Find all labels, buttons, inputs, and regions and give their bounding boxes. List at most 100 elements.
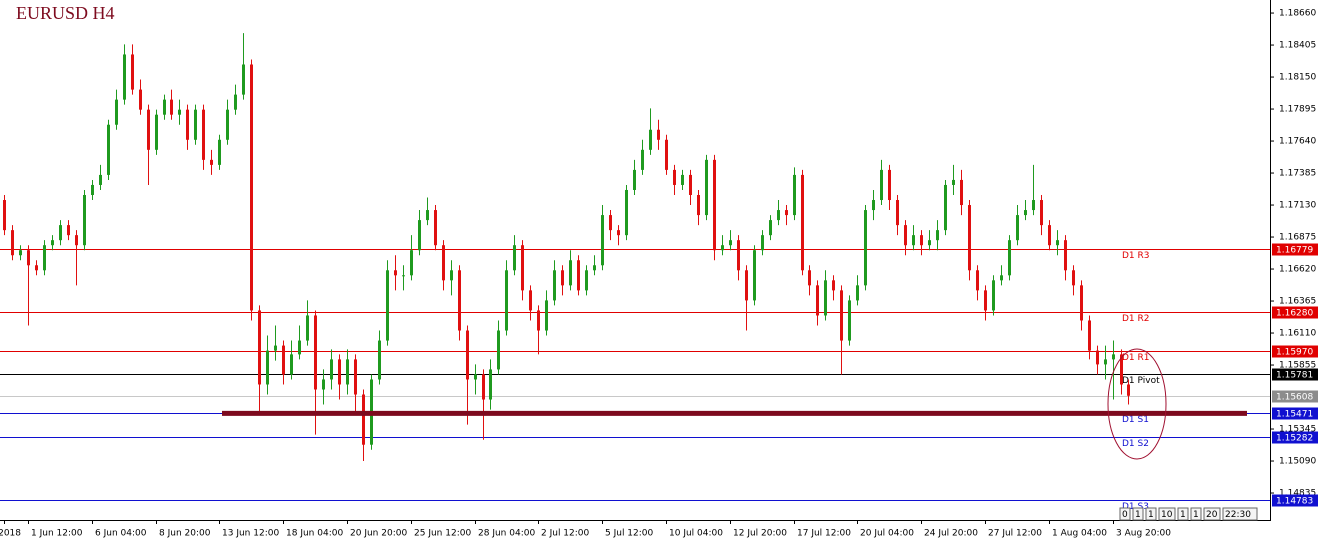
candle-body — [880, 169, 883, 201]
candle-body — [801, 174, 804, 271]
candle-body — [513, 245, 516, 271]
candle-body — [697, 195, 700, 216]
candle-body — [569, 260, 572, 286]
candle-body — [593, 265, 596, 271]
candle-body — [537, 310, 540, 331]
candle-body — [952, 179, 955, 185]
candle-body — [904, 225, 907, 246]
candle-body — [641, 149, 644, 170]
level-price-box — [1272, 306, 1318, 319]
toolbar-button-label: 22:30 — [1225, 510, 1251, 520]
level-price-box — [1272, 345, 1318, 358]
candle-body — [1064, 240, 1067, 271]
candle-body — [553, 270, 556, 301]
candle-body — [984, 290, 987, 311]
candle-body — [968, 205, 971, 271]
candle-body — [489, 369, 492, 400]
x-tick-label: 25 Jun 12:00 — [414, 529, 471, 539]
candle-body — [482, 374, 485, 400]
candle-body — [1112, 354, 1115, 360]
candle-body — [824, 280, 827, 316]
candle-body — [840, 290, 843, 341]
candle-body — [250, 64, 253, 311]
level-price-label: 1.15471 — [1276, 410, 1313, 420]
x-tick-label: 10 Jul 04:00 — [669, 529, 723, 539]
y-tick-label: 1.18660 — [1279, 9, 1316, 19]
y-tick-label: 1.15090 — [1279, 457, 1316, 467]
y-tick-label: 1.17385 — [1279, 169, 1316, 179]
candle-body — [864, 210, 867, 286]
x-tick-label: 20 Jul 04:00 — [860, 529, 914, 539]
candle-body — [306, 315, 309, 341]
x-tick-label: 12 Jul 20:00 — [733, 529, 787, 539]
x-tick-label: 1 Jun 12:00 — [31, 529, 83, 539]
candle-body — [178, 109, 181, 115]
toolbar-button — [1132, 507, 1144, 521]
toolbar-button — [1203, 507, 1221, 521]
candle-body — [521, 245, 524, 291]
toolbar-button-label: 1 — [1193, 510, 1199, 520]
candle-body — [402, 275, 405, 277]
candle-body — [155, 114, 158, 150]
candle-body — [99, 174, 102, 185]
candle-body — [561, 270, 564, 286]
candle-body — [378, 340, 381, 380]
candle-body — [960, 179, 963, 206]
candle-body — [1024, 210, 1027, 216]
candle-body — [131, 54, 134, 90]
x-tick-label: 18 Jun 04:00 — [286, 529, 343, 539]
candle-body — [1056, 240, 1059, 246]
candle-body — [194, 109, 197, 140]
candle-body — [609, 215, 612, 231]
highlight-ellipse — [1107, 348, 1167, 460]
y-tick-label: 1.14835 — [1279, 489, 1316, 499]
level-price-box — [1272, 368, 1318, 381]
candle-body — [497, 330, 500, 370]
level-name: D1 R1 — [1122, 353, 1150, 363]
candle-body — [529, 290, 532, 311]
levels: D1 R3 D1 R2 D1 R1 D1 Pivot D1 S1 D1 S2 D1 S3 — [0, 249, 1270, 512]
candle-body — [872, 200, 875, 211]
candle-body — [745, 270, 748, 301]
candle-body — [426, 210, 429, 221]
candle-body — [705, 159, 708, 216]
candle-body — [410, 250, 413, 276]
candle-body — [777, 210, 780, 221]
candle-body — [793, 174, 796, 216]
x-tick-label: 2 Jul 12:00 — [541, 529, 590, 539]
level-price-label: 1.15282 — [1276, 434, 1313, 444]
toolbar-button — [1177, 507, 1189, 521]
y-tick-label: 1.18405 — [1279, 41, 1316, 51]
candle-body — [170, 99, 173, 115]
y-tick-label: 1.16620 — [1279, 265, 1316, 275]
candle-body — [601, 215, 604, 266]
candle-body — [713, 159, 716, 251]
candle-body — [290, 354, 293, 375]
candle-body — [856, 285, 859, 301]
candle-body — [761, 235, 764, 251]
candle-body — [115, 99, 118, 125]
candle-body — [657, 129, 660, 140]
toolbar-button — [1119, 507, 1131, 521]
candle-body — [234, 94, 237, 110]
level-name: D1 S2 — [1122, 439, 1149, 449]
candle-body — [1016, 215, 1019, 241]
y-tick-label: 1.15855 — [1279, 361, 1316, 371]
candle-body — [577, 260, 580, 291]
candle-body — [1000, 275, 1003, 281]
y-tick-label: 1.16365 — [1279, 297, 1316, 307]
candle-body — [1072, 270, 1075, 286]
candle-body — [338, 359, 341, 385]
level-price-box — [1272, 407, 1318, 420]
level-price-label: 1.15781 — [1276, 371, 1313, 381]
candle-body — [1080, 285, 1083, 321]
level-name: D1 Pivot — [1122, 376, 1160, 386]
candle-body — [689, 174, 692, 195]
candle-body — [139, 89, 142, 110]
candle-body — [11, 230, 14, 256]
candle-body — [976, 270, 979, 291]
candle-body — [35, 265, 38, 271]
candle-body — [1048, 225, 1051, 246]
